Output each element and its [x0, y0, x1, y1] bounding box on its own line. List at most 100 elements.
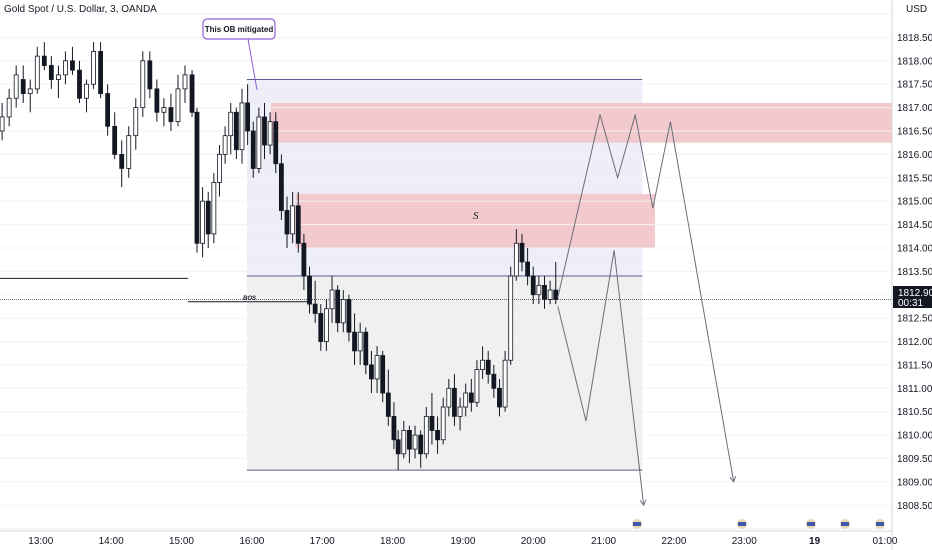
event-icons[interactable]	[632, 519, 885, 529]
time-tick-label: 20:00	[521, 536, 546, 547]
candle-body	[335, 289, 341, 324]
candle	[480, 346, 485, 379]
candle-body	[222, 135, 228, 155]
candle	[63, 51, 68, 85]
candle	[13, 65, 19, 108]
candle	[182, 65, 188, 103]
candle-body	[423, 415, 429, 455]
candle-body	[369, 364, 374, 380]
candle	[105, 84, 111, 136]
candle-body	[91, 51, 96, 85]
candle	[380, 350, 386, 403]
candle	[491, 364, 497, 398]
candle	[418, 430, 424, 468]
candle-body	[256, 116, 262, 169]
candle-body	[34, 55, 40, 90]
plot-area[interactable]	[0, 13, 893, 530]
us-flag-event-icon[interactable]	[875, 519, 885, 529]
candle-body	[374, 355, 380, 380]
candle	[119, 140, 125, 188]
projection-arrowhead	[729, 476, 737, 483]
projection-path-2	[557, 114, 735, 482]
candle	[542, 276, 547, 309]
candle-body	[480, 359, 485, 370]
candle	[318, 304, 324, 351]
candle	[463, 383, 469, 417]
time-tick-label: 21:00	[591, 536, 616, 547]
candle	[112, 112, 118, 160]
candle-body	[119, 153, 125, 169]
candle-body	[245, 102, 251, 132]
price-tick-label: 1810.500	[897, 407, 932, 418]
time-tick-label: 13:00	[28, 536, 53, 547]
candle	[284, 196, 290, 248]
candle-body	[70, 60, 75, 71]
us-flag-event-icon[interactable]	[737, 519, 747, 529]
candle	[502, 350, 508, 412]
candle-body	[205, 200, 211, 235]
candle-body	[391, 415, 397, 441]
candle-body	[446, 387, 452, 408]
ob-callout[interactable]: This OB mitigated	[202, 18, 276, 91]
candle-body	[41, 55, 47, 66]
candle	[363, 327, 369, 375]
candle	[278, 154, 284, 220]
candle	[267, 112, 273, 155]
candle-body	[318, 313, 324, 342]
candle-body	[284, 210, 290, 235]
candle-body	[147, 60, 153, 90]
candle	[20, 65, 26, 103]
current-price-value: 1812.900	[898, 288, 932, 299]
candle-body	[13, 74, 19, 99]
candle-body	[346, 299, 352, 333]
candle	[395, 430, 401, 471]
candle-body	[126, 135, 132, 169]
time-axis[interactable]: 13:00 14:00 15:00 16:00 17:00 18:00 19:00 20:00…	[0, 530, 898, 547]
candle	[474, 360, 480, 408]
candle-body	[182, 74, 188, 90]
candle-body	[233, 111, 239, 151]
candle-body	[401, 430, 407, 455]
candle	[329, 276, 335, 323]
candle	[423, 407, 429, 459]
time-tick-label: 01:00	[872, 536, 897, 547]
candle-body	[211, 182, 217, 235]
current-price-tag: 1812.900 00:31	[893, 286, 932, 309]
candle-body	[20, 79, 26, 94]
candle-body	[553, 289, 559, 300]
price-tick-label: 1812.000	[897, 337, 932, 348]
price-tick-label: 1815.000	[897, 197, 932, 208]
candle	[239, 88, 245, 164]
candle-body	[273, 121, 279, 165]
candle-body	[250, 130, 256, 169]
candle-body	[189, 74, 195, 113]
candle	[295, 191, 301, 253]
candle-body	[380, 355, 386, 394]
price-tick-label: 1813.500	[897, 267, 932, 278]
candle	[34, 46, 40, 94]
projection-path-1	[557, 250, 645, 506]
candle	[369, 350, 374, 393]
price-tick-label: 1817.000	[897, 103, 932, 114]
candle-body	[429, 415, 435, 431]
candle	[211, 173, 217, 244]
us-flag-event-icon[interactable]	[632, 519, 642, 529]
candle-body	[452, 387, 457, 417]
price-tick-label: 1811.500	[897, 360, 932, 371]
price-tick-label: 1809.000	[897, 477, 932, 488]
candle-body	[547, 289, 553, 300]
candle-body	[457, 406, 463, 417]
candle-body	[6, 97, 12, 118]
candle	[290, 191, 296, 244]
candle	[385, 369, 391, 426]
us-flag-event-icon[interactable]	[806, 519, 816, 529]
candle-body	[105, 93, 111, 127]
price-axis[interactable]: 1808.500 1809.000 1809.500 1810.000 1810.500…	[891, 0, 932, 550]
candle-body	[508, 275, 514, 361]
price-tick-label: 1811.000	[897, 384, 932, 395]
candle-body	[412, 434, 418, 450]
candle-body	[267, 121, 273, 146]
candle	[126, 126, 132, 178]
us-flag-event-icon[interactable]	[840, 519, 850, 529]
